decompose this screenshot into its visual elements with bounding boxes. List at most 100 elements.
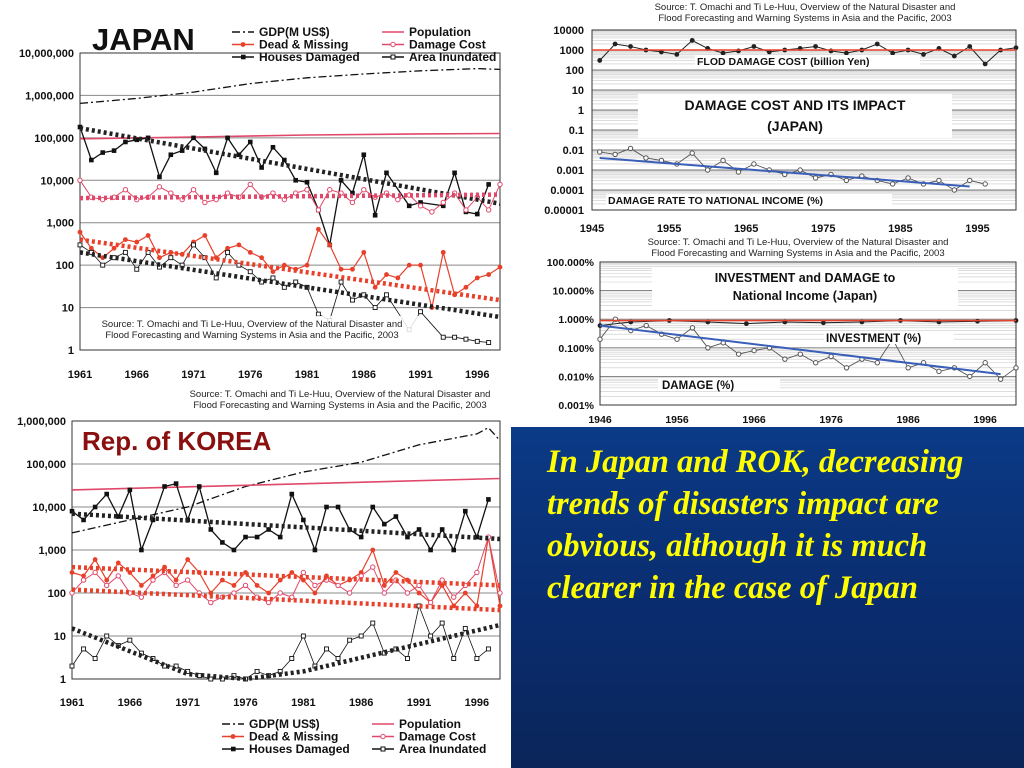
series-point [384, 272, 389, 277]
series-point [270, 275, 276, 281]
series-point [674, 52, 680, 57]
series-point [350, 266, 355, 272]
message-box: In Japan and ROK, decreasing trends of d… [511, 427, 1024, 768]
series-point [266, 590, 272, 596]
y-tick-label: 1,000 [38, 545, 66, 557]
series-point [127, 487, 133, 493]
series-point [92, 557, 98, 562]
series-point [463, 336, 469, 342]
source-note: Source: T. Omachi and Ti Le-Huu, Overvie… [102, 319, 403, 330]
series-point [405, 656, 410, 661]
series-point [81, 646, 87, 652]
x-tick-label: 1996 [465, 697, 489, 709]
series-point [474, 338, 480, 344]
x-tick-label: 1995 [965, 223, 989, 235]
series-point [100, 262, 106, 268]
series-point [289, 570, 295, 575]
x-tick-label: 1961 [60, 697, 84, 709]
trendline [79, 250, 501, 320]
series-point [104, 582, 110, 589]
series-point [231, 583, 237, 588]
series-point [191, 242, 196, 248]
series-point [69, 508, 75, 514]
x-tick-label: 1946 [588, 414, 612, 426]
series-line [79, 227, 501, 308]
series-point [689, 150, 695, 156]
series-point [242, 582, 249, 589]
series-point [213, 170, 219, 176]
series-point [100, 150, 106, 155]
x-tick-label: 1976 [238, 369, 262, 381]
series-point [281, 284, 287, 290]
series-point [597, 58, 603, 63]
series-point [104, 491, 110, 497]
trendline [599, 157, 970, 188]
legend-marker [390, 54, 396, 60]
series-point [370, 564, 376, 570]
chart-title: Rep. of KOREA [82, 426, 271, 456]
source-note-bg [84, 316, 424, 344]
series-point [168, 255, 174, 261]
series-point [416, 590, 422, 596]
series-point [463, 284, 469, 290]
series-point [372, 305, 378, 311]
series-point [236, 262, 242, 268]
series-point [643, 155, 649, 161]
series-point [440, 203, 446, 209]
y-tick-label: 1,000,000 [17, 416, 66, 428]
plot-frame [599, 261, 1017, 406]
y-tick-label: 10 [54, 631, 66, 643]
legend-marker [241, 54, 246, 60]
legend-marker [240, 42, 246, 47]
series-point [208, 676, 214, 682]
series-point [277, 590, 283, 596]
series-point [486, 340, 492, 345]
label-bg [695, 55, 920, 67]
series-point [150, 573, 156, 579]
series-point [951, 187, 958, 193]
series-line [71, 535, 501, 604]
series-point [115, 573, 121, 579]
series-point [451, 547, 457, 553]
series-point [361, 249, 367, 255]
series-point [936, 177, 942, 184]
series-point [462, 625, 468, 631]
series-line [79, 67, 501, 105]
series-point [277, 577, 283, 583]
series-point [497, 181, 503, 188]
series-point [372, 212, 378, 218]
series-point [417, 203, 424, 209]
series-point [138, 594, 145, 600]
damage-cost-chart-panel: 10000 1000 100 10 1 0.1 0.01 0.001 0.0001 0.00001… [520, 0, 1024, 235]
y-tick-label: 10 [62, 303, 74, 315]
x-tick-label: 1966 [125, 369, 149, 381]
y-tick-label: 100 [56, 260, 74, 272]
series-line [71, 426, 501, 534]
series-point [324, 504, 329, 510]
series-point [674, 336, 680, 342]
series-point [418, 309, 423, 315]
series-point [843, 177, 850, 184]
annotation: DAMAGE (%) [662, 380, 734, 392]
series-point [405, 534, 410, 540]
series-point [597, 149, 603, 155]
series-point [451, 594, 457, 600]
series-point [349, 199, 356, 206]
series-point [185, 557, 191, 562]
series-point [689, 38, 695, 43]
y-tick-label: 100,000 [34, 133, 74, 145]
trendline [599, 324, 1001, 376]
series-point [486, 272, 492, 277]
series-point [122, 249, 128, 255]
message-text: In Japan and ROK, decreasing trends of d… [547, 444, 964, 606]
y-tick-label: 100.000% [547, 257, 595, 269]
x-tick-label: 1991 [408, 369, 432, 381]
korea-chart-panel: Source: T. Omachi and Ti Le-Huu, Overvie… [0, 388, 511, 768]
series-point [282, 157, 287, 163]
series-point [122, 186, 129, 193]
investment-chart: 100.000% 10.000% 1.000% 0.100% 0.010% 0.001% 1… [547, 237, 1019, 426]
series-point [428, 633, 434, 639]
series-point [111, 245, 117, 251]
series-point [735, 351, 742, 357]
series-point [346, 590, 353, 596]
